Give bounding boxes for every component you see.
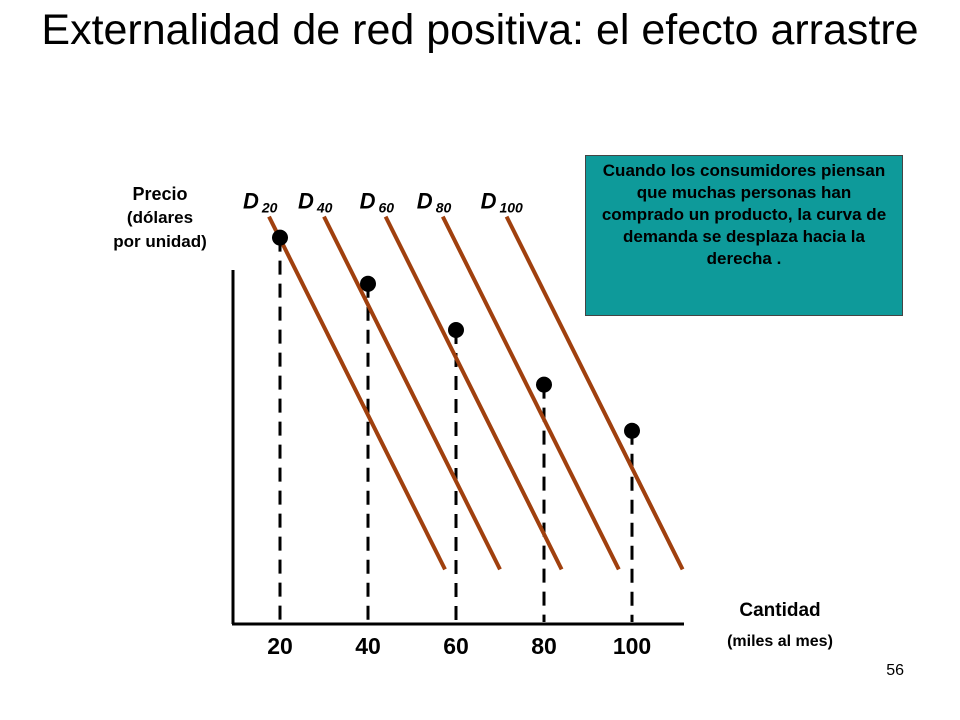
demand-curve-d60 — [383, 215, 564, 571]
point-20 — [272, 229, 288, 246]
demand-curve-d100 — [504, 215, 685, 571]
curve-label-d100: D 100 — [481, 189, 523, 216]
curve-label-letter: D — [243, 189, 259, 214]
point-80 — [536, 376, 552, 393]
x-tick-label-60: 60 — [443, 633, 469, 659]
demand-curve-d40 — [322, 215, 502, 571]
curve-label-letter: D — [481, 189, 497, 214]
slide-title: Externalidad de red positiva: el efecto … — [41, 6, 919, 54]
curve-label-d80: D 80 — [417, 189, 452, 216]
x-tick-label-40: 40 — [355, 633, 381, 659]
curve-label-subscript: 40 — [316, 200, 333, 216]
curve-label-subscript: 80 — [436, 200, 452, 216]
point-60 — [448, 322, 464, 338]
y-axis-label-line-2: (dólares — [126, 208, 194, 227]
x-axis-label-line-2: (miles al mes) — [727, 633, 833, 650]
curve-label-d60: D 60 — [360, 189, 395, 216]
curve-label-subscript: 20 — [261, 200, 278, 216]
y-axis-label-line-1: Precio — [132, 184, 188, 204]
curve-label-d40: D 40 — [298, 189, 333, 216]
point-100 — [624, 422, 640, 439]
curve-label-letter: D — [360, 189, 376, 214]
callout-box: Cuando los consumidores piensan que much… — [585, 155, 903, 316]
curve-label-letter: D — [417, 189, 433, 214]
curve-label-d20: D 20 — [243, 189, 278, 216]
x-tick-label-80: 80 — [531, 633, 557, 659]
y-axis-label: Precio (dólares por unidad) — [90, 182, 230, 254]
curve-label-letter: D — [298, 189, 314, 214]
x-tick-label-20: 20 — [267, 633, 293, 659]
x-axis-label: Cantidad (miles al mes) — [690, 598, 870, 654]
x-tick-label-100: 100 — [613, 633, 651, 659]
demand-curve-d80 — [441, 215, 621, 571]
y-axis-label-line-3: por unidad) — [113, 232, 207, 251]
x-axis-label-line-1: Cantidad — [739, 600, 821, 621]
curve-label-subscript: 100 — [499, 200, 523, 216]
slide-number: 56 — [886, 662, 904, 679]
point-40 — [360, 275, 376, 292]
demand-curve-d20 — [267, 215, 447, 571]
curve-label-subscript: 60 — [378, 200, 394, 216]
